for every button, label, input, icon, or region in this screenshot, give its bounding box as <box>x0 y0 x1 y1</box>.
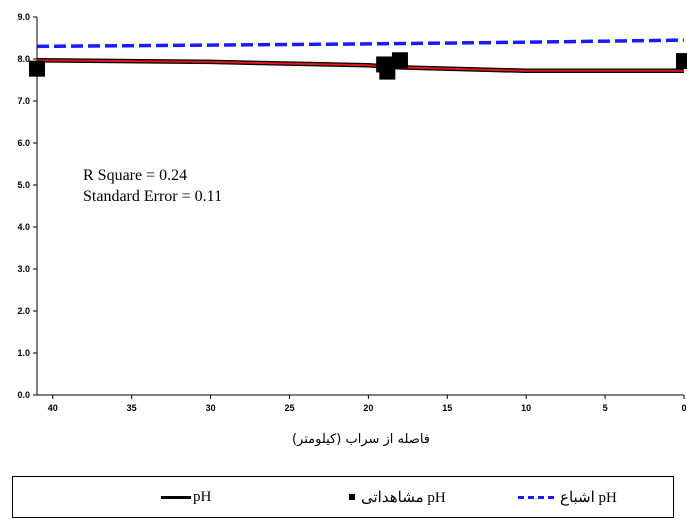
legend-square-marker-icon <box>349 494 355 500</box>
y-tick-label: 8.0 <box>17 54 30 64</box>
axes-group <box>36 17 684 396</box>
legend-item-model: pH <box>161 487 211 507</box>
x-tick-label: 40 <box>48 403 58 413</box>
r-square-annotation: R Square = 0.24 <box>83 167 187 184</box>
legend-solid-line-icon <box>161 495 191 499</box>
y-tick-label: 3.0 <box>17 264 30 274</box>
chart: 0.0 1.0 2.0 3.0 4.0 5.0 6.0 7.0 8.0 9.0 40 35 30 25 2… <box>17 12 687 447</box>
y-tick-label: 6.0 <box>17 138 30 148</box>
x-ticks: 40 35 30 25 20 15 10 5 0 <box>48 395 687 413</box>
observed-point-marker <box>676 53 687 70</box>
legend-model-label: pH <box>193 488 212 505</box>
y-tick-label: 9.0 <box>17 12 30 22</box>
y-tick-label: 4.0 <box>17 222 30 232</box>
legend-item-observed: pH مشاهداتی <box>343 487 446 507</box>
saturation-ph-line <box>36 38 685 49</box>
y-ticks: 0.0 1.0 2.0 3.0 4.0 5.0 6.0 7.0 8.0 9.0 <box>17 12 37 400</box>
legend-saturation-label: pH اشباع <box>560 489 617 506</box>
standard-error-annotation: Standard Error = 0.11 <box>83 188 222 205</box>
y-tick-label: 2.0 <box>17 306 30 316</box>
x-tick-label: 20 <box>363 403 373 413</box>
x-tick-label: 5 <box>603 403 608 413</box>
observed-point-marker <box>29 60 45 77</box>
series-group <box>36 38 685 74</box>
x-tick-label: 10 <box>521 403 531 413</box>
markers-group <box>29 52 687 80</box>
legend-observed-label: pH مشاهداتی <box>361 489 446 506</box>
legend: pH pH مشاهداتی pH اشباع <box>12 476 674 518</box>
y-tick-label: 0.0 <box>17 390 30 400</box>
legend-item-saturation: pH اشباع <box>518 487 617 507</box>
x-tick-label: 25 <box>284 403 294 413</box>
x-tick-label: 30 <box>206 403 216 413</box>
y-tick-label: 5.0 <box>17 180 30 190</box>
x-axis-title: فاصله از سراب (کیلومتر) <box>292 432 430 447</box>
legend-dashed-line-icon <box>518 495 554 499</box>
y-tick-label: 1.0 <box>17 348 30 358</box>
x-tick-label: 35 <box>127 403 137 413</box>
observed-point-marker <box>379 63 396 80</box>
x-tick-label: 0 <box>681 403 686 413</box>
y-tick-label: 7.0 <box>17 96 30 106</box>
x-tick-label: 15 <box>442 403 452 413</box>
observed-point-marker <box>391 52 408 69</box>
